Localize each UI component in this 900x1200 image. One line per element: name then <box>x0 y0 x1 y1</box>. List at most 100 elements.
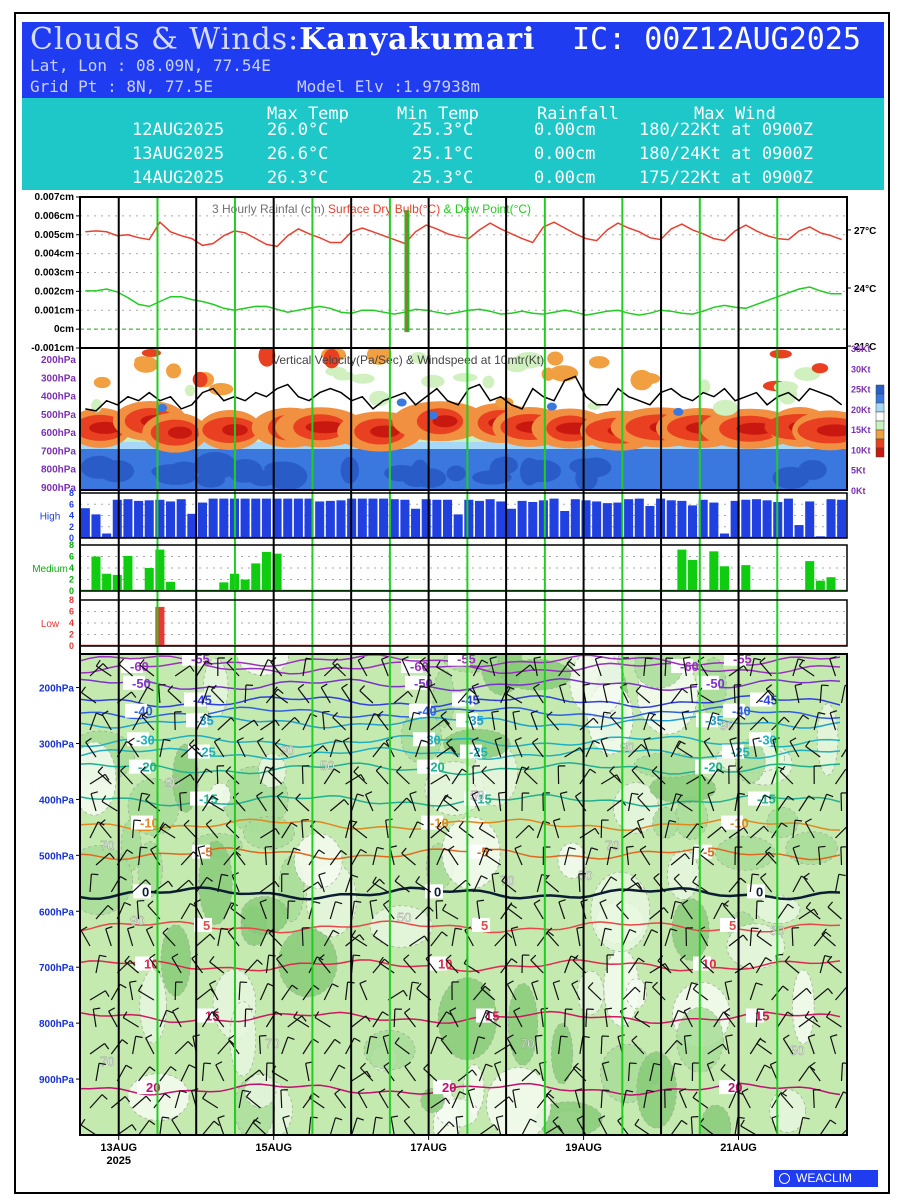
wind-barb-flag <box>496 1115 504 1119</box>
wind-barb-flag <box>478 822 484 829</box>
vv-upper-cell <box>547 351 564 366</box>
high-cloud-bar <box>730 500 740 538</box>
wind-barb <box>728 934 744 947</box>
wind-barb <box>683 1036 687 1055</box>
wind-barb <box>372 847 378 866</box>
wind-barb-flag <box>669 819 677 823</box>
wind-barb-flag <box>511 958 518 964</box>
upper-panel-border <box>79 653 848 1136</box>
row-rain: 0.00cm <box>534 168 596 188</box>
wind-barb <box>628 957 640 974</box>
vv-y-tick-label: 900hPa <box>41 483 76 494</box>
wind-barb <box>699 1123 715 1135</box>
wind-barb-flag <box>139 658 145 666</box>
wind-barb-flag <box>530 710 538 714</box>
wind-barb <box>756 1043 772 1055</box>
wind-barb-flag <box>149 1066 156 1072</box>
wind-barb-flag <box>127 926 135 930</box>
wind-barb <box>228 1039 240 1055</box>
wind-barb <box>792 875 802 893</box>
wind-barb <box>260 880 276 893</box>
wind-barb <box>457 1069 473 1082</box>
high-cloud-bar <box>517 500 527 538</box>
wind-barb <box>357 659 368 677</box>
wind-barb-flag <box>274 738 281 745</box>
high-cloud-bar <box>251 498 261 538</box>
rh-contour-label: 50 <box>790 1043 804 1058</box>
wind-barb <box>792 987 807 1001</box>
wind-barb-flag <box>365 1015 371 1022</box>
header-banner: Clouds & Winds:Kanyakumari IC: 00Z12AUG2… <box>22 22 884 98</box>
wind-barb <box>95 1063 100 1082</box>
wind-barb-flag <box>653 873 660 879</box>
wind-barb <box>683 1010 693 1028</box>
high-y-tick-label: 0 <box>69 533 74 543</box>
wind-barb-flag <box>109 852 115 859</box>
wind-barb <box>594 658 602 677</box>
temp-y-tick-label: 21°C <box>854 342 876 353</box>
wind-barb <box>430 774 447 785</box>
wind-barb-flag <box>682 710 690 714</box>
medium-cloud-bar <box>719 566 730 591</box>
wind-barb <box>403 1120 416 1135</box>
vv-y-tick-label: 200hPa <box>41 355 76 366</box>
wind-barb <box>791 927 794 947</box>
vv-upper-cell <box>495 396 514 409</box>
wind-barb <box>538 1063 544 1082</box>
vv-darkred-cell <box>89 421 121 434</box>
isotherm-line <box>80 734 841 748</box>
wind-barb-flag <box>508 1096 514 1103</box>
wind-barb-flag <box>140 766 146 773</box>
wind-barb-flag <box>765 846 772 853</box>
isotherm-label-bg <box>182 654 204 666</box>
wind-barb <box>760 877 773 893</box>
wind-barb <box>365 794 374 812</box>
wind-barb <box>682 658 687 677</box>
wind-barb <box>345 820 351 839</box>
isotherm-line <box>80 886 841 901</box>
wind-barb-flag <box>467 710 475 714</box>
high-panel-label: High <box>40 512 61 523</box>
wind-barb-flag <box>198 845 206 849</box>
wind-barb <box>812 1089 815 1109</box>
row-max: 26.3°C <box>267 168 329 188</box>
wind-barb <box>372 958 385 974</box>
wind-barb-flag <box>547 931 555 937</box>
temp-y-tick-label: 27°C <box>854 226 876 237</box>
wind-barb-flag <box>846 986 847 987</box>
vv-colour-key <box>875 393 885 404</box>
isotherm-label: -15 <box>199 792 218 807</box>
wind-barb <box>649 1063 655 1082</box>
high-cloud-bar <box>826 499 836 538</box>
wind-barb <box>443 799 459 812</box>
high-cloud-bar <box>624 499 634 538</box>
isotherm-label: -5 <box>477 845 489 860</box>
wind-barb-flag <box>207 795 213 803</box>
vv-darkred-cell <box>167 426 193 439</box>
wind-barb <box>396 1094 410 1109</box>
wind-barb <box>765 688 779 704</box>
isotherm-label: -15 <box>473 792 492 807</box>
isotherm-label: 15 <box>755 1009 769 1024</box>
medium-cloud-bar <box>112 574 122 591</box>
medium-cloud-bar <box>102 573 112 591</box>
wind-barb-flag <box>712 712 720 716</box>
wind-barb-flag <box>528 824 535 831</box>
wind-barb <box>396 771 410 785</box>
wind-barb-flag <box>436 821 442 829</box>
grid-point: Grid Pt : 8N, 77.5E <box>30 77 214 96</box>
wind-barb <box>351 1117 358 1135</box>
wind-barb <box>382 904 395 920</box>
wind-barb <box>585 847 592 866</box>
wind-barb-flag <box>560 791 568 795</box>
vv-upper-cell <box>713 399 739 416</box>
wind-barb <box>201 685 210 704</box>
wind-barb-flag <box>159 822 165 829</box>
wind-barb-flag <box>447 845 455 851</box>
vv-colour-key <box>875 411 885 422</box>
wind-barb <box>351 1070 368 1082</box>
vv-panel-title: Vertical Velocity(Pa/Sec) & Windspeed at… <box>272 353 544 367</box>
wind-barb <box>451 879 467 893</box>
rh-contour-label: 90 <box>130 913 144 928</box>
isotherm-label: -40 <box>732 704 751 719</box>
